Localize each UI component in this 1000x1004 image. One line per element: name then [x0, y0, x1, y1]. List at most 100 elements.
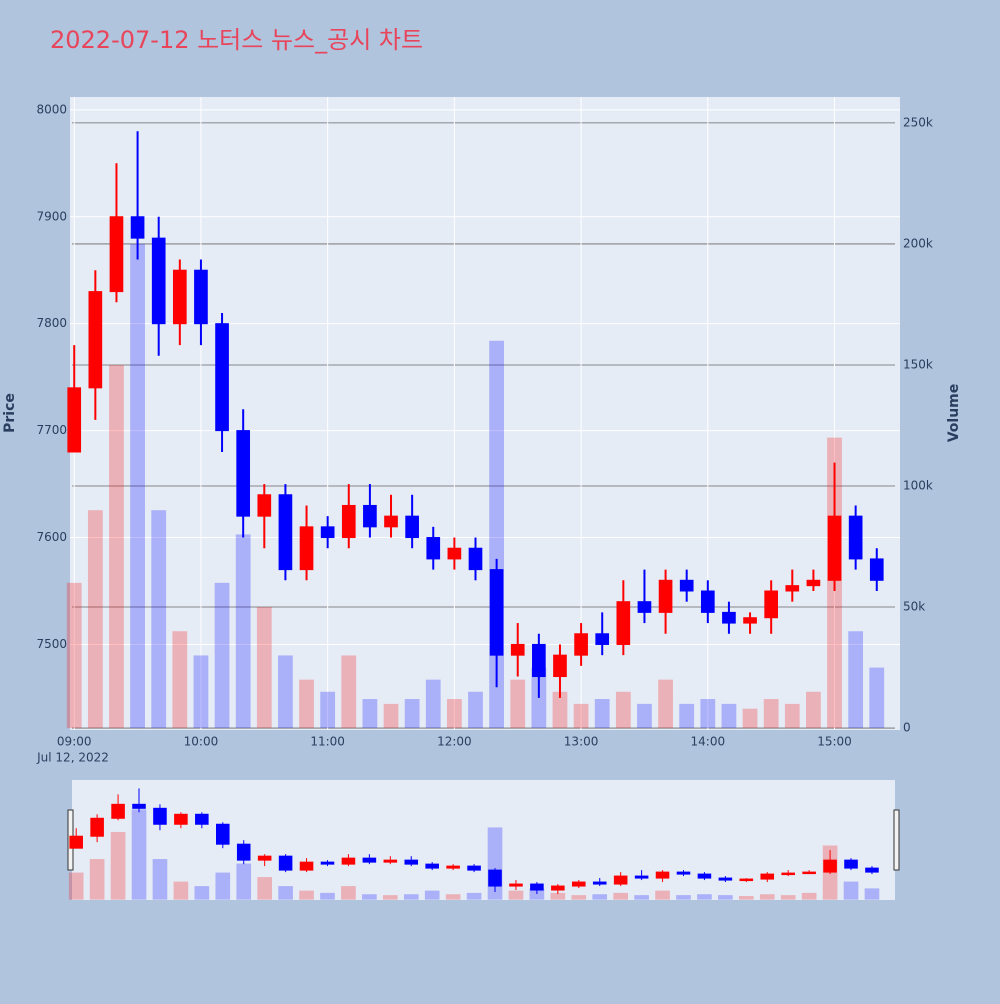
- candle-body: [320, 526, 335, 539]
- volume-bar: [700, 699, 716, 729]
- mini-candle-body: [320, 861, 335, 865]
- candle-body: [616, 601, 631, 645]
- candle-body: [257, 494, 272, 517]
- mini-candle-body: [551, 885, 565, 891]
- mini-volume-bar: [215, 872, 231, 900]
- candle-body: [489, 569, 504, 656]
- candle-body: [553, 654, 567, 678]
- volume-bar: [362, 699, 378, 729]
- mini-candle-body: [613, 875, 628, 885]
- y2-tick-label: 0: [903, 721, 911, 735]
- candle-body: [299, 526, 314, 571]
- mini-volume-bar: [613, 892, 628, 900]
- mini-candle-body: [111, 803, 125, 819]
- mini-candle-body: [655, 871, 670, 879]
- volume-bar: [235, 534, 251, 729]
- volume-bar: [615, 691, 631, 729]
- mini-volume-bar: [382, 895, 398, 900]
- candle-body: [384, 515, 398, 528]
- volume-bar: [256, 607, 272, 729]
- mini-volume-bar: [257, 877, 272, 900]
- mini-volume-bar: [780, 895, 796, 900]
- candle-body: [827, 515, 842, 581]
- y-tick-label: 7500: [36, 637, 67, 651]
- x-tick-label: 12:00: [437, 735, 472, 749]
- volume-bar: [278, 655, 293, 729]
- plot-area: [70, 97, 900, 730]
- x-tick-label: 11:00: [310, 735, 345, 749]
- mini-volume-bar: [152, 859, 168, 900]
- candle-body: [764, 590, 779, 619]
- mini-volume-bar: [592, 894, 608, 900]
- mini-candle-body: [215, 823, 230, 845]
- volume-bar: [425, 679, 441, 729]
- volume-bar: [130, 243, 145, 729]
- mini-candle-body: [844, 859, 858, 869]
- volume-bar: [573, 703, 589, 729]
- candle-body: [67, 387, 82, 453]
- mini-volume-bar: [278, 886, 293, 900]
- mini-volume-bar: [864, 888, 880, 900]
- candle-body: [532, 643, 546, 678]
- mini-volume-bar: [131, 809, 147, 900]
- range-handle[interactable]: [893, 809, 900, 871]
- y-tick-label: 7700: [36, 423, 67, 437]
- volume-bar: [320, 691, 336, 729]
- volume-bar: [721, 703, 737, 729]
- mini-candle-body: [676, 871, 691, 875]
- mini-candle-body: [488, 869, 502, 887]
- mini-volume-bar: [194, 886, 210, 900]
- y2-tick-label: 100k: [903, 478, 933, 492]
- volume-bar: [172, 631, 188, 729]
- volume-bar: [214, 582, 230, 729]
- mini-candle-body: [69, 835, 83, 849]
- y-tick-label: 7600: [36, 530, 67, 544]
- x-tick-label: 09:00: [57, 735, 92, 749]
- mini-volume-bar: [110, 831, 126, 900]
- mini-candle-body: [195, 813, 209, 825]
- mini-volume-bar: [508, 890, 524, 900]
- mini-volume-bar: [655, 890, 670, 900]
- volume-bar: [742, 708, 758, 729]
- mini-candle-body: [530, 883, 544, 891]
- mini-volume-bar: [634, 895, 649, 900]
- volume-bar: [446, 699, 462, 729]
- candle-body: [785, 585, 800, 592]
- y-tick-label: 7800: [36, 316, 67, 330]
- candle-body: [743, 617, 757, 624]
- candle-body: [194, 269, 208, 325]
- candle-body: [447, 547, 462, 560]
- volume-bar: [66, 582, 82, 729]
- y-tick-label: 8000: [36, 102, 67, 116]
- volume-bar: [151, 510, 167, 729]
- candle-body: [658, 579, 673, 613]
- mini-candle-body: [467, 865, 481, 871]
- y-axis-label: Price: [2, 393, 18, 433]
- mini-candle-body: [592, 881, 607, 885]
- volume-bar: [383, 703, 399, 729]
- mini-candle-body: [236, 843, 251, 861]
- candle-body: [806, 579, 821, 587]
- volume-bar: [109, 364, 124, 729]
- mini-candle-body: [341, 857, 356, 865]
- volume-bar: [299, 679, 314, 729]
- mini-candle-body: [823, 859, 837, 873]
- candle-body: [109, 216, 124, 293]
- mini-volume-bar: [697, 894, 712, 900]
- mini-candle-body: [132, 803, 146, 809]
- candle-body: [679, 579, 694, 592]
- mini-candle-body: [257, 855, 272, 861]
- x-tick-label: 14:00: [691, 735, 726, 749]
- candle-body: [172, 269, 187, 325]
- mini-candle-body: [153, 807, 167, 825]
- x-tick-label: 15:00: [817, 735, 852, 749]
- mini-volume-bar: [424, 890, 440, 900]
- mini-volume-bar: [466, 892, 482, 900]
- y-tick-label: 7900: [36, 209, 67, 223]
- range-slider[interactable]: [72, 780, 895, 900]
- volume-bar: [848, 631, 864, 729]
- candle-body: [341, 504, 356, 539]
- candle-body: [88, 291, 103, 389]
- candle-body: [595, 633, 610, 645]
